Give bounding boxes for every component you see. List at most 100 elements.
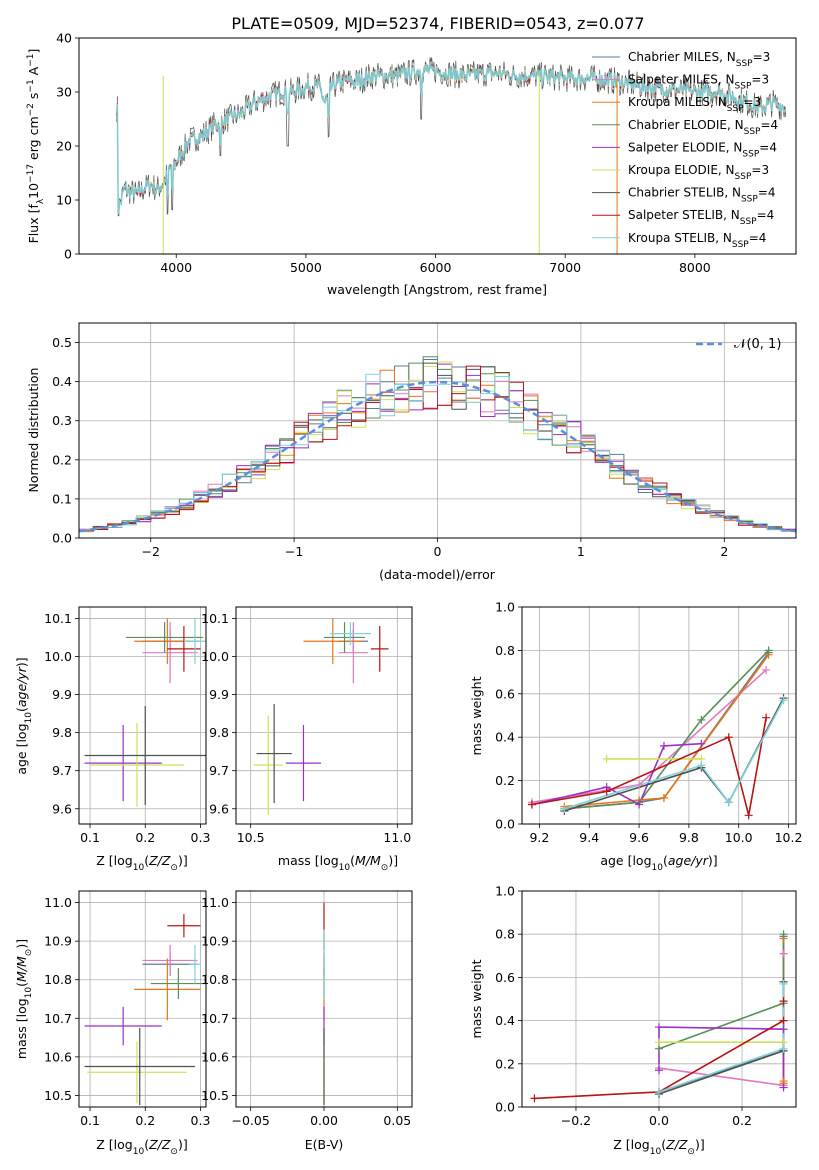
x-tick-label: 0 (434, 544, 442, 559)
y-tick-label: 10.7 (201, 1011, 229, 1026)
y-tick-label: 0.0 (52, 531, 72, 546)
plot-area (115, 57, 787, 254)
marker (530, 1094, 539, 1103)
y-tick-label: 10.0 (201, 649, 229, 664)
y-tick-label: 10.8 (44, 972, 72, 987)
marker (602, 787, 611, 796)
y-tick-label: 0.2 (495, 773, 515, 788)
y-tick-label: 0.4 (52, 374, 72, 389)
y-axis-label: mass [log10(M/M⊙)] (14, 939, 34, 1059)
x-tick-label: 6000 (420, 260, 452, 275)
marker (762, 713, 771, 722)
y-tick-label: 10.5 (44, 1088, 72, 1103)
x-tick-label: −0.05 (232, 1113, 270, 1128)
x-tick-label: 0.2 (732, 1113, 752, 1128)
marker (779, 949, 788, 958)
x-tick-label: 0.3 (191, 830, 211, 845)
x-tick-label: 9.6 (629, 830, 649, 845)
plot-area (84, 618, 206, 807)
y-tick-label: 0.0 (495, 1100, 515, 1115)
y-tick-label: 10.9 (44, 934, 72, 949)
y-tick-label: 10.1 (201, 611, 229, 626)
y-tick-label: 0.8 (495, 643, 515, 658)
mass-weight-series (564, 697, 785, 812)
legend-label: Kroupa MILES, NSSP=3 (628, 95, 761, 114)
y-tick-label: 0.0 (495, 817, 515, 832)
normal-curve (79, 380, 796, 533)
axes-frame (78, 322, 797, 539)
age-vs-z-panel: 0.1 0.2 0.3 9.6 9.7 9.8 9.9 10.0 10.1 Z [log10(Z/… (14, 606, 211, 873)
y-tick-label: 9.6 (209, 801, 229, 816)
y-tick-label: 0.6 (495, 970, 515, 985)
y-tick-label: 11.0 (201, 895, 229, 910)
y-tick-label: 10.0 (44, 649, 72, 664)
legend-label: Salpeter STELIB, NSSP=4 (628, 208, 774, 227)
y-tick-label: 9.7 (52, 763, 72, 778)
x-tick-label: 10.5 (237, 830, 265, 845)
mass-vs-z-panel: 0.1 0.2 0.3 10.5 10.6 10.7 10.8 10.9 11.0 Z [log1… (14, 890, 211, 1157)
x-tick-label: 5000 (290, 260, 322, 275)
marker (697, 715, 706, 724)
legend-label: Chabrier STELIB, NSSP=4 (628, 186, 776, 205)
y-tick-label: 10.6 (201, 1049, 229, 1064)
y-tick-label: 10.7 (44, 1011, 72, 1026)
marker (655, 1066, 663, 1075)
axes-frame (235, 890, 413, 1108)
marker (527, 800, 536, 809)
y-tick-label: 40 (56, 31, 72, 46)
axes-frame (521, 606, 797, 825)
x-tick-label: 4000 (160, 260, 192, 275)
histogram-series (79, 365, 796, 532)
mass-weight-vs-age-panel: 9.2 9.4 9.6 9.8 10.0 10.2 0.0 0.2 0.4 0.6 0.8 1.0 ag… (469, 600, 802, 874)
ebv-panel: −0.05 0.00 0.05 10.5 10.6 10.7 10.8 10.9 11.0 E(B… (201, 890, 413, 1152)
x-tick-label: 0.3 (191, 1113, 211, 1128)
x-tick-label: 0.2 (135, 830, 155, 845)
y-axis-label: age [log10(age/yr)] (14, 657, 34, 774)
y-tick-label: 9.9 (52, 687, 72, 702)
marker (779, 696, 788, 705)
y-tick-label: 0.5 (52, 335, 72, 350)
histogram-series (79, 363, 796, 531)
spectrum-panel: 4000 5000 6000 7000 8000 0 10 20 30 40 wavelength … (26, 31, 797, 297)
mass-weight-series (658, 983, 785, 1093)
marker (697, 761, 706, 770)
x-tick-label: 8000 (679, 260, 711, 275)
y-tick-label: 1.0 (495, 884, 515, 899)
x-tick-label: 10.2 (775, 830, 803, 845)
x-axis-label: Z [log10(Z/Z⊙)] (96, 853, 187, 873)
y-tick-label: 1.0 (495, 600, 515, 615)
histogram-series (79, 373, 796, 532)
x-tick-label: 9.2 (529, 830, 549, 845)
x-tick-label: 0.1 (80, 1113, 100, 1128)
y-axis-label: Normed distribution (26, 368, 41, 493)
y-tick-label: 9.6 (52, 801, 72, 816)
marker (560, 804, 569, 813)
y-tick-label: 0.1 (52, 491, 72, 506)
x-axis-label: age [log10(age/yr)] (600, 853, 717, 873)
marker (762, 665, 771, 674)
plot-area (79, 356, 796, 533)
marker (602, 754, 611, 763)
y-tick-label: 9.9 (209, 687, 229, 702)
x-tick-label: 0.0 (649, 1113, 669, 1128)
x-axis-label: Z [log10(Z/Z⊙)] (96, 1137, 187, 1157)
y-tick-label: 9.8 (209, 725, 229, 740)
y-tick-label: 0.4 (495, 1013, 515, 1028)
marker (779, 1083, 788, 1092)
age-vs-mass-panel: 10.5 11.0 9.6 9.7 9.8 9.9 10.0 10.1 mass [log10(… (201, 606, 413, 873)
mass-weight-series (658, 936, 785, 1093)
marker (779, 979, 788, 988)
marker (659, 793, 668, 802)
y-tick-label: 10.8 (201, 972, 229, 987)
x-tick-label: 9.8 (679, 830, 699, 845)
y-tick-label: 10 (56, 193, 72, 208)
y-tick-label: 0.8 (495, 927, 515, 942)
mass-weight-series (564, 654, 770, 808)
marker (779, 1025, 788, 1034)
y-tick-label: 0.2 (52, 452, 72, 467)
mass-weight-series (658, 953, 785, 1087)
y-tick-label: 0 (64, 247, 72, 262)
marker (659, 741, 668, 750)
residual-histogram-panel: −2 −1 0 1 2 0.0 0.1 0.2 0.3 0.4 0.5 (data-model)/er… (26, 322, 797, 582)
plot-area (84, 914, 206, 1106)
